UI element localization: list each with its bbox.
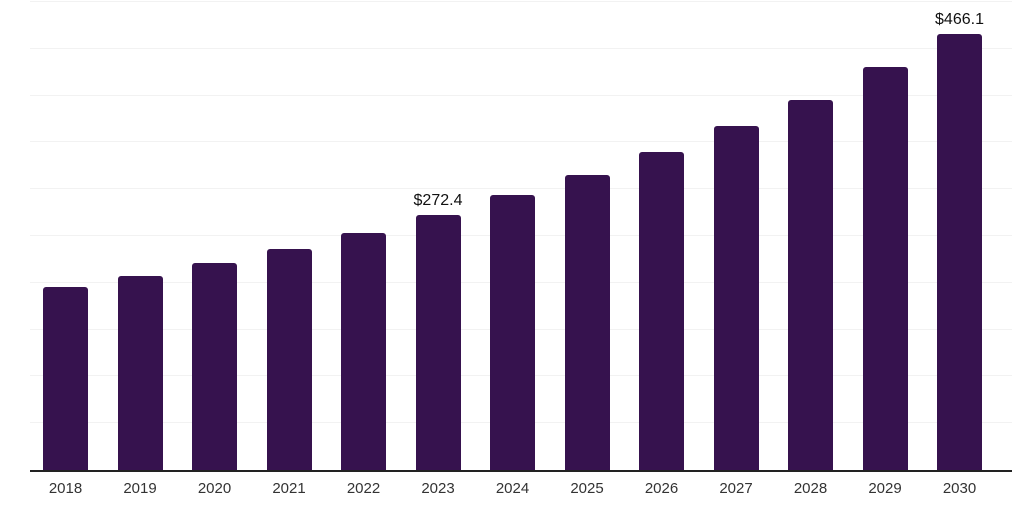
x-tick-2026: 2026 [644, 480, 679, 497]
x-tick-2027: 2027 [719, 480, 753, 497]
bar-2018 [43, 287, 88, 470]
bar-2027 [713, 126, 759, 470]
bar-2028 [788, 99, 833, 470]
gridline-500 [30, 1, 1012, 2]
bar-2023 [415, 215, 461, 470]
x-tick-2023: 2023 [421, 480, 455, 497]
value-label-2023: $272.4 [413, 192, 463, 210]
value-label-2030: $466.1 [935, 10, 984, 28]
bar-2024 [490, 195, 535, 470]
x-tick-2019: 2019 [123, 480, 157, 497]
x-tick-2022: 2022 [346, 480, 381, 497]
gridline-300 [30, 188, 1012, 190]
x-tick-2025: 2025 [570, 480, 604, 497]
gridline-350 [30, 141, 1012, 143]
bar-2026 [639, 152, 684, 470]
gridline-400 [30, 94, 1012, 96]
bar-2029 [862, 67, 908, 470]
bar-2025 [564, 175, 610, 470]
x-tick-2018: 2018 [48, 480, 83, 497]
bar-2019 [117, 275, 163, 470]
bar-2020 [192, 263, 237, 470]
bar-2022 [341, 233, 386, 470]
plot-area: $272.4 $466.1 [30, 0, 1012, 472]
x-tick-2021: 2021 [272, 480, 306, 497]
bar-2030 [937, 33, 982, 470]
x-axis: 2018 2019 2020 2021 2022 2023 2024 2025 2026 2027… [30, 480, 1012, 504]
x-tick-2024: 2024 [495, 480, 530, 497]
x-tick-2020: 2020 [197, 480, 232, 497]
gridline-450 [30, 47, 1012, 49]
x-tick-2030: 2030 [942, 480, 977, 497]
x-tick-2028: 2028 [793, 480, 828, 497]
x-tick-2029: 2029 [868, 480, 902, 497]
bar-2021 [266, 248, 312, 470]
